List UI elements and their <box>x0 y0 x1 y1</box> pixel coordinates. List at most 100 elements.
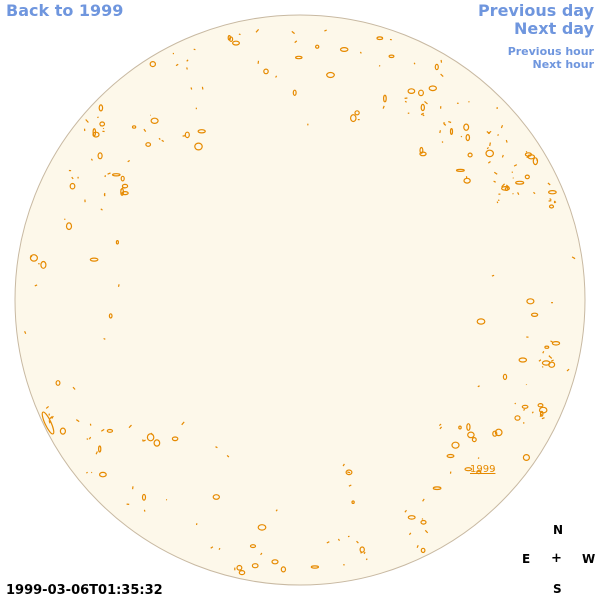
contour-mark <box>260 552 263 556</box>
contour-mark <box>146 433 155 442</box>
contour-mark <box>537 403 544 408</box>
contour-mark <box>421 518 424 520</box>
contour-mark <box>59 427 67 435</box>
contour-mark <box>463 123 470 131</box>
contour-mark <box>382 105 385 109</box>
year-marker-link[interactable]: 1999 <box>470 464 496 475</box>
contour-mark <box>514 415 521 421</box>
contour-mark <box>363 551 366 555</box>
contour-mark <box>491 274 495 277</box>
compass-east: E <box>522 552 531 566</box>
contour-mark <box>339 46 349 52</box>
contour-mark <box>419 151 427 157</box>
contour-mark <box>465 134 471 142</box>
contour-mark <box>171 436 179 442</box>
contour-mark <box>161 139 165 143</box>
contour-mark <box>193 48 196 51</box>
contour-mark <box>514 402 517 405</box>
contour-mark <box>487 130 492 135</box>
contour-mark <box>420 547 426 554</box>
contour-mark <box>460 135 463 138</box>
contour-mark <box>197 129 206 134</box>
contour-mark <box>184 131 190 139</box>
contour-mark <box>40 260 47 269</box>
contour-mark <box>347 471 351 474</box>
contour-mark <box>354 110 360 116</box>
contour-mark <box>97 152 103 160</box>
contour-mark <box>186 67 188 70</box>
contour-mark <box>526 298 535 305</box>
compass-west: W <box>582 552 596 566</box>
contour-mark <box>111 173 121 177</box>
contour-mark <box>72 386 76 390</box>
contour-mark <box>434 63 439 71</box>
previous-day-link[interactable]: Previous day <box>477 1 594 20</box>
compass-south: S <box>553 582 562 596</box>
contour-mark <box>493 180 496 183</box>
contour-mark <box>407 88 416 94</box>
contour-mark <box>441 141 444 143</box>
contour-mark <box>548 204 555 209</box>
contour-mark <box>388 54 395 59</box>
contour-mark <box>476 470 482 475</box>
contour-mark <box>404 509 407 513</box>
contour-mark <box>413 62 416 65</box>
contour-mark <box>365 558 368 561</box>
contour-mark <box>416 544 419 548</box>
contour-mark <box>539 413 543 417</box>
next-hour-link[interactable]: Next hour <box>532 58 595 71</box>
contour-mark <box>153 439 161 447</box>
contour-mark <box>538 406 548 414</box>
contour-mark <box>29 254 39 262</box>
contour-mark <box>120 175 125 182</box>
contour-mark <box>349 114 357 123</box>
contour-mark <box>476 318 486 325</box>
previous-hour-link[interactable]: Previous hour <box>507 45 594 58</box>
contour-mark <box>451 441 460 449</box>
contour-mark <box>523 408 526 411</box>
contour-mark <box>238 33 241 36</box>
contour-mark <box>348 484 352 487</box>
contour-mark <box>69 182 76 190</box>
contour-mark <box>541 366 544 368</box>
contour-mark <box>571 256 576 260</box>
contour-mark <box>103 337 106 340</box>
contour-mark <box>505 139 508 143</box>
contour-mark <box>120 188 124 196</box>
contour-mark <box>251 563 259 569</box>
contour-mark <box>143 439 146 442</box>
contour-mark <box>128 424 132 429</box>
contour-mark <box>533 191 536 195</box>
contour-mark <box>455 168 465 172</box>
contour-mark <box>464 467 473 472</box>
contour-mark <box>24 331 27 334</box>
contour-mark <box>541 417 545 420</box>
back-to-year-link[interactable]: Back to 1999 <box>6 1 124 20</box>
contour-mark <box>218 547 221 550</box>
contour-mark <box>522 454 531 462</box>
contour-mark <box>190 87 193 90</box>
contour-mark <box>443 123 447 126</box>
contour-mark <box>525 150 528 153</box>
contour-mark <box>45 405 49 409</box>
contour-mark <box>518 357 528 363</box>
contour-mark <box>142 439 144 442</box>
contour-mark <box>71 176 74 180</box>
contour-mark <box>407 515 416 520</box>
contour-mark <box>356 540 359 544</box>
contour-mark <box>51 415 54 419</box>
contour-mark <box>86 438 89 440</box>
contour-mark <box>97 116 99 119</box>
contour-mark <box>538 359 542 362</box>
next-day-link[interactable]: Next day <box>514 19 594 38</box>
contour-mark <box>100 428 105 432</box>
contour-mark <box>215 446 218 449</box>
contour-mark <box>271 559 279 565</box>
contour-mark <box>275 509 278 512</box>
contour-mark <box>548 189 557 195</box>
contour-mark <box>92 128 97 137</box>
contour-mark <box>342 463 345 467</box>
contour-mark <box>513 164 518 167</box>
contour-mark <box>88 436 92 440</box>
contour-mark <box>210 546 214 549</box>
